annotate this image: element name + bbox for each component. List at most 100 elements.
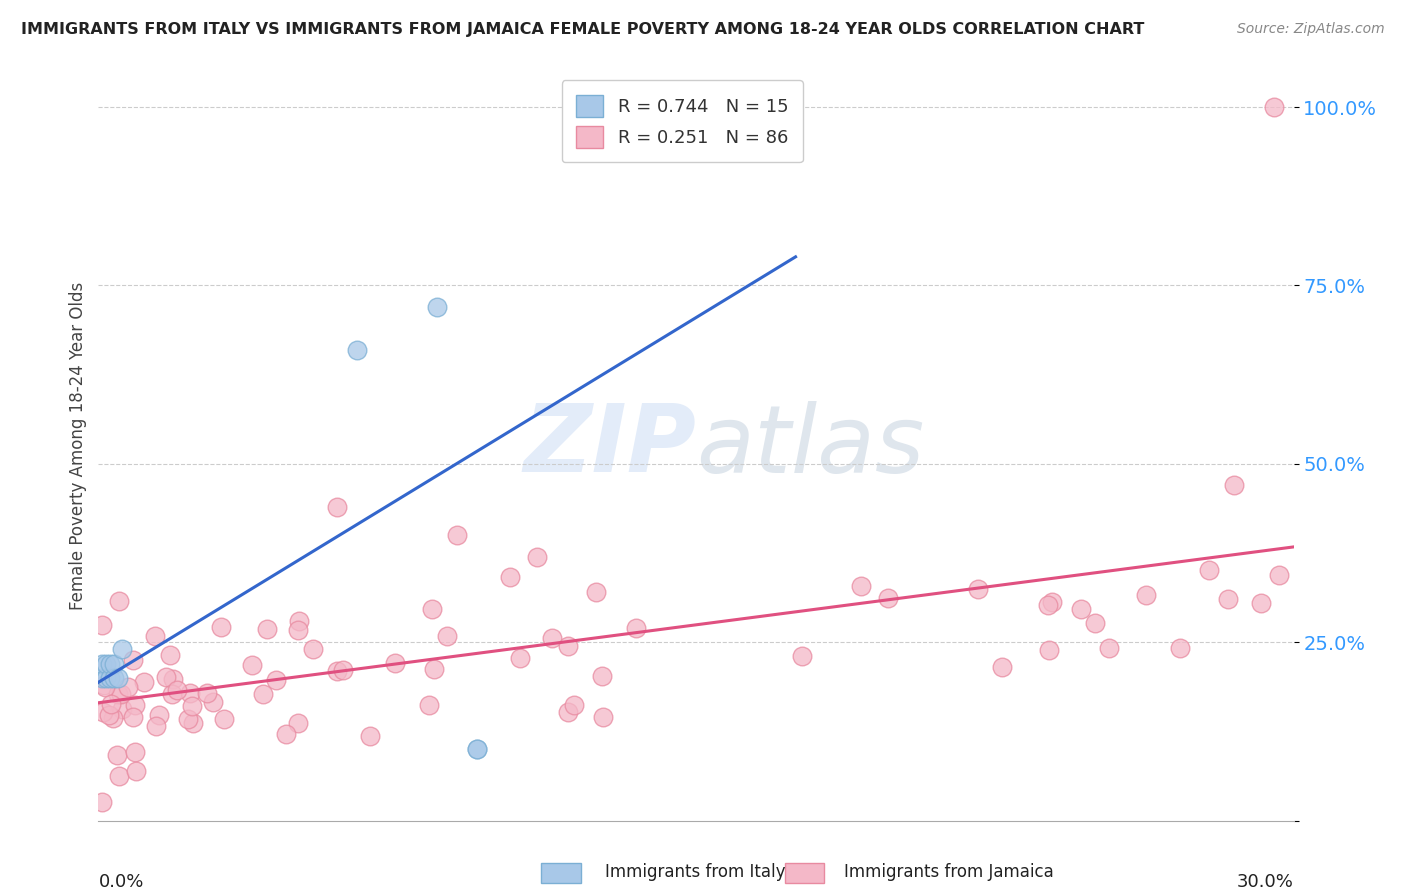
Point	[98, 657, 122, 671]
Point	[103, 671, 125, 685]
Point	[124, 764, 146, 779]
Point	[426, 300, 449, 314]
Point	[359, 729, 381, 743]
Point	[465, 742, 488, 756]
Point	[526, 549, 548, 564]
Point	[1070, 601, 1092, 615]
Point	[124, 698, 146, 712]
Point	[96, 657, 118, 671]
Point	[181, 715, 204, 730]
Point	[155, 670, 177, 684]
Point	[1098, 640, 1121, 655]
Point	[240, 658, 263, 673]
Point	[93, 678, 115, 692]
Text: 0.0%: 0.0%	[98, 873, 143, 891]
Point	[326, 664, 349, 678]
Point	[100, 698, 122, 712]
Point	[287, 614, 309, 628]
Point	[107, 768, 129, 782]
Point	[148, 707, 170, 722]
Point	[1198, 563, 1220, 577]
Point	[91, 618, 114, 632]
Point	[107, 594, 129, 608]
Point	[1170, 641, 1192, 656]
Point	[465, 742, 488, 756]
Point	[91, 795, 114, 809]
Point	[202, 696, 225, 710]
Point	[1218, 592, 1240, 607]
Point	[117, 680, 139, 694]
Point	[256, 622, 278, 636]
Point	[132, 675, 155, 690]
Point	[91, 705, 114, 719]
Point	[562, 698, 585, 713]
Point	[384, 656, 406, 670]
Point	[177, 712, 200, 726]
Point	[111, 702, 134, 716]
Point	[103, 657, 125, 671]
Point	[107, 687, 129, 701]
Point	[1250, 596, 1272, 610]
Point	[97, 707, 120, 722]
Point	[103, 711, 125, 725]
Point	[209, 620, 232, 634]
Point	[624, 621, 647, 635]
Point	[967, 582, 990, 596]
Point	[105, 748, 128, 763]
Point	[420, 601, 443, 615]
Point	[121, 709, 143, 723]
Legend: R = 0.744   N = 15, R = 0.251   N = 86: R = 0.744 N = 15, R = 0.251 N = 86	[561, 80, 803, 162]
Point	[94, 680, 117, 694]
Point	[252, 687, 274, 701]
Point	[592, 710, 614, 724]
Point	[1263, 100, 1285, 114]
Point	[91, 671, 114, 685]
Point	[499, 569, 522, 583]
Point	[166, 682, 188, 697]
Point	[346, 343, 368, 357]
Text: IMMIGRANTS FROM ITALY VS IMMIGRANTS FROM JAMAICA FEMALE POVERTY AMONG 18-24 YEAR: IMMIGRANTS FROM ITALY VS IMMIGRANTS FROM…	[21, 22, 1144, 37]
Point	[287, 716, 309, 731]
Point	[1223, 478, 1246, 492]
Point	[145, 718, 167, 732]
Point	[91, 657, 114, 671]
Point	[790, 649, 813, 664]
Point	[332, 663, 354, 677]
Text: ZIP: ZIP	[523, 400, 696, 492]
Text: Source: ZipAtlas.com: Source: ZipAtlas.com	[1237, 22, 1385, 37]
Point	[557, 706, 579, 720]
Point	[1135, 588, 1157, 602]
Point	[423, 662, 446, 676]
Point	[121, 653, 143, 667]
Text: Immigrants from Jamaica: Immigrants from Jamaica	[844, 863, 1053, 881]
Text: Immigrants from Italy: Immigrants from Italy	[605, 863, 785, 881]
Point	[557, 639, 579, 653]
Point	[1040, 595, 1063, 609]
Text: 30.0%: 30.0%	[1237, 873, 1294, 891]
Point	[143, 629, 166, 643]
Point	[111, 642, 134, 657]
Point	[98, 671, 122, 685]
Point	[124, 745, 146, 759]
Point	[541, 631, 564, 645]
Point	[195, 685, 218, 699]
Text: atlas: atlas	[696, 401, 924, 491]
Point	[326, 500, 349, 514]
Point	[849, 579, 872, 593]
Point	[179, 685, 201, 699]
Point	[162, 672, 184, 686]
Point	[877, 591, 900, 605]
Y-axis label: Female Poverty Among 18-24 Year Olds: Female Poverty Among 18-24 Year Olds	[69, 282, 87, 610]
Point	[509, 650, 531, 665]
Point	[991, 659, 1014, 673]
Point	[107, 671, 129, 685]
Point	[1036, 599, 1059, 613]
Point	[160, 687, 183, 701]
Point	[585, 585, 607, 599]
Point	[276, 727, 298, 741]
Point	[1268, 568, 1291, 582]
Point	[591, 669, 613, 683]
Point	[446, 528, 468, 542]
Point	[436, 629, 458, 643]
Point	[180, 699, 202, 714]
